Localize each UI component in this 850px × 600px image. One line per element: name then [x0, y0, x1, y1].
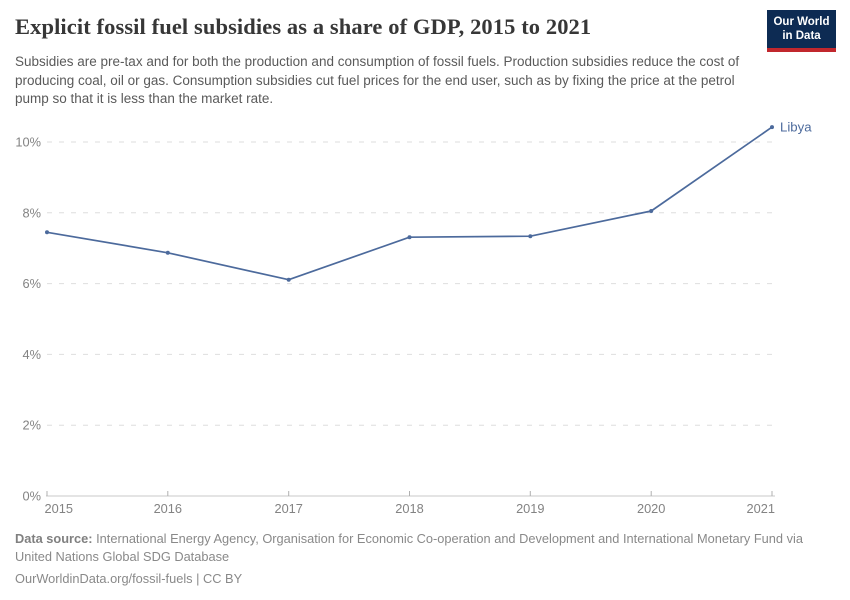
y-tick-label: 2% — [23, 418, 42, 433]
line-chart-svg[interactable]: 0% 2% 4% 6% 8% 10% 2015 2016 2017 2018 2019 2020 202… — [0, 115, 850, 525]
series-line[interactable] — [46, 126, 773, 281]
y-tick-label: 8% — [23, 205, 42, 220]
y-tick-label: 6% — [23, 276, 42, 291]
data-point[interactable] — [165, 250, 170, 255]
data-point[interactable] — [45, 230, 49, 235]
y-tick-label: 10% — [15, 135, 41, 150]
chart-title: Explicit fossil fuel subsidies as a shar… — [15, 14, 592, 39]
x-tick-label: 2017 — [274, 501, 302, 516]
owid-logo[interactable]: Our World in Data — [767, 10, 836, 52]
data-point[interactable] — [770, 125, 774, 130]
data-source-label: Data source: — [15, 531, 93, 546]
y-tick-label: 4% — [23, 347, 42, 362]
line-chart[interactable]: 0% 2% 4% 6% 8% 10% 2015 2016 2017 2018 2019 2020 202… — [0, 115, 850, 525]
data-point[interactable] — [649, 209, 654, 213]
attribution-line[interactable]: OurWorldinData.org/fossil-fuels | CC BY — [15, 571, 243, 586]
x-tick-label: 2015 — [45, 501, 73, 516]
chart-subtitle: Subsidies are pre-tax and for both the p… — [15, 54, 740, 106]
data-point[interactable] — [407, 235, 412, 240]
owid-logo-line2: in Data — [782, 30, 821, 43]
x-tick-label: 2016 — [154, 501, 182, 516]
x-tick-label: 2018 — [395, 501, 423, 516]
data-source-note: Data source: International Energy Agency… — [15, 530, 837, 565]
series-end-label[interactable]: Libya — [780, 120, 812, 135]
x-tick-label: 2020 — [637, 501, 665, 516]
y-tick-label: 0% — [23, 489, 42, 504]
x-tick-label: 2019 — [516, 501, 544, 516]
data-point[interactable] — [528, 234, 533, 239]
data-source-text: International Energy Agency, Organisatio… — [15, 531, 803, 564]
owid-logo-line1: Our World — [773, 16, 830, 28]
x-tick-label: 2021 — [747, 501, 775, 516]
data-point[interactable] — [286, 277, 291, 282]
chart-footer: Data source: International Energy Agency… — [15, 530, 837, 588]
